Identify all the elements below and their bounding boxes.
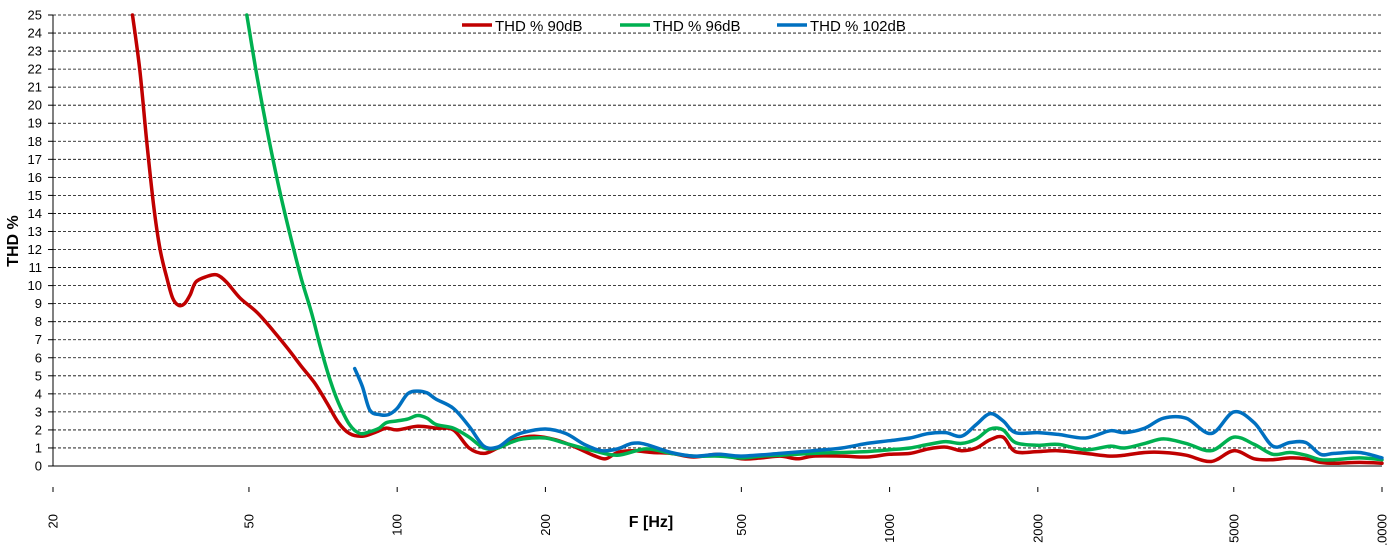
y-tick-label-13: 13	[28, 224, 42, 239]
y-axis-title: THD %	[5, 215, 22, 267]
y-tick-label-9: 9	[35, 296, 42, 311]
y-tick-label-2: 2	[35, 422, 42, 437]
x-tick-label-1000: 1000	[882, 514, 897, 543]
y-tick-label-25: 25	[28, 8, 42, 23]
tick-labels: 0123456789101112131415161718192021222324…	[28, 8, 1390, 545]
series-line-1	[130, 13, 1384, 466]
y-tick-label-22: 22	[28, 62, 42, 77]
y-tick-label-24: 24	[28, 26, 42, 41]
series-lines	[130, 13, 1384, 466]
x-tick-label-20: 20	[46, 514, 61, 528]
y-tick-label-5: 5	[35, 368, 42, 383]
y-tick-label-3: 3	[35, 404, 42, 419]
y-tick-label-12: 12	[28, 242, 42, 257]
y-tick-label-17: 17	[28, 152, 42, 167]
y-tick-label-7: 7	[35, 332, 42, 347]
y-tick-label-20: 20	[28, 98, 42, 113]
grid-lines	[53, 14, 1382, 449]
y-tick-label-18: 18	[28, 134, 42, 149]
y-tick-label-8: 8	[35, 314, 42, 329]
axes	[48, 14, 1383, 492]
y-tick-label-0: 0	[35, 459, 42, 474]
y-tick-label-10: 10	[28, 278, 42, 293]
x-tick-label-500: 500	[734, 514, 749, 536]
x-tick-label-5000: 5000	[1226, 514, 1241, 543]
x-tick-label-100: 100	[390, 514, 405, 536]
y-tick-label-23: 23	[28, 44, 42, 59]
x-tick-label-2000: 2000	[1030, 514, 1045, 543]
legend: THD % 90dB THD % 96dB THD % 102dB	[462, 18, 906, 35]
y-tick-label-16: 16	[28, 170, 42, 185]
y-tick-label-1: 1	[35, 440, 42, 455]
y-tick-label-19: 19	[28, 116, 42, 131]
x-tick-label-200: 200	[538, 514, 553, 536]
series-line-3	[352, 366, 1384, 460]
series-line-2	[245, 13, 1384, 462]
legend-label-1: THD % 90dB	[495, 18, 583, 35]
y-tick-label-11: 11	[29, 260, 43, 275]
y-tick-label-15: 15	[28, 188, 42, 203]
x-tick-label-10000: 10000	[1375, 514, 1390, 545]
y-tick-label-14: 14	[28, 206, 42, 221]
legend-label-3: THD % 102dB	[810, 18, 906, 35]
legend-label-2: THD % 96dB	[653, 18, 741, 35]
x-tick-label-50: 50	[241, 514, 256, 528]
y-tick-label-21: 21	[28, 80, 42, 95]
x-axis-title: F [Hz]	[629, 514, 673, 531]
y-tick-label-4: 4	[35, 386, 42, 401]
y-tick-label-6: 6	[35, 350, 42, 365]
